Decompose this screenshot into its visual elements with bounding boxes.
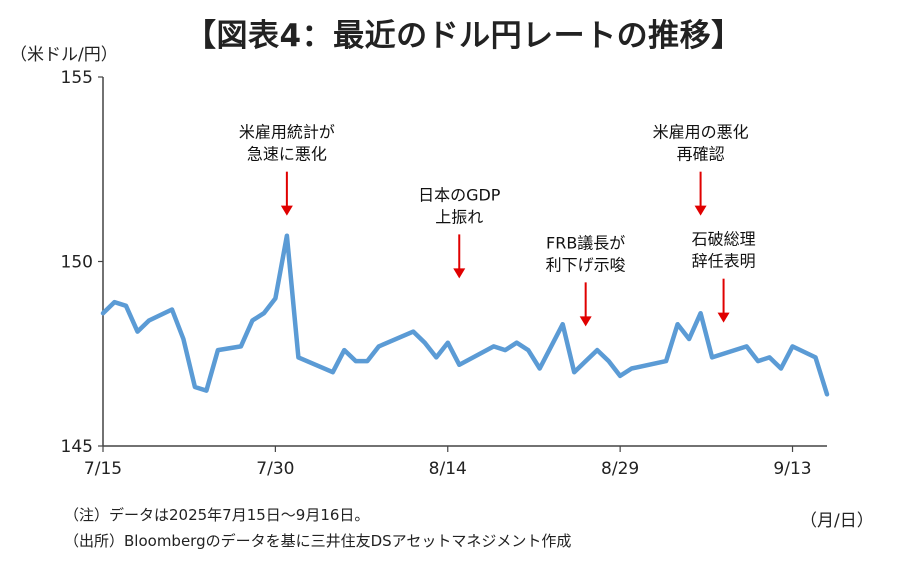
y-tick-label: 145 <box>61 437 93 457</box>
y-axis-unit: （米ドル/円） <box>10 45 118 65</box>
usdjpy-series-line <box>100 233 830 397</box>
event-annotation-label: 辞任表明 <box>692 252 756 271</box>
event-arrow-head <box>280 205 293 216</box>
event-annotation-label: 再確認 <box>677 145 725 164</box>
event-annotation-label: 米雇用の悪化 <box>653 123 749 142</box>
footnote-source: （出所）Bloombergのデータを基に三井住友DSアセットマネジメント作成 <box>64 532 572 550</box>
event-arrow-head <box>579 316 592 327</box>
event-annotation-label: 石破総理 <box>692 230 756 249</box>
event-annotation-label: FRB議長が <box>546 233 625 252</box>
chart-title: 【図表4：最近のドル円レートの推移】 <box>185 18 743 54</box>
y-tick-label: 150 <box>61 253 93 273</box>
x-axis-unit: （月/日） <box>800 511 874 531</box>
event-arrow-head <box>717 312 730 323</box>
event-annotation-label: 利下げ示唆 <box>546 255 626 274</box>
y-tick-label: 155 <box>61 68 93 88</box>
x-tick-label: 8/14 <box>429 459 467 479</box>
x-tick-label: 7/15 <box>84 459 122 479</box>
event-arrow-head <box>453 268 466 279</box>
x-tick-label: 8/29 <box>601 459 639 479</box>
x-tick-label: 9/13 <box>773 459 811 479</box>
event-annotation-label: 日本のGDP <box>418 185 501 204</box>
event-annotation-label: 急速に悪化 <box>247 145 327 164</box>
footnote-note: （注）データは2025年7月15日～9月16日。 <box>64 506 370 524</box>
event-arrow-head <box>694 205 707 216</box>
event-annotation-label: 米雇用統計が <box>239 123 335 142</box>
x-tick-label: 7/30 <box>256 459 294 479</box>
event-annotation-label: 上振れ <box>435 207 483 226</box>
